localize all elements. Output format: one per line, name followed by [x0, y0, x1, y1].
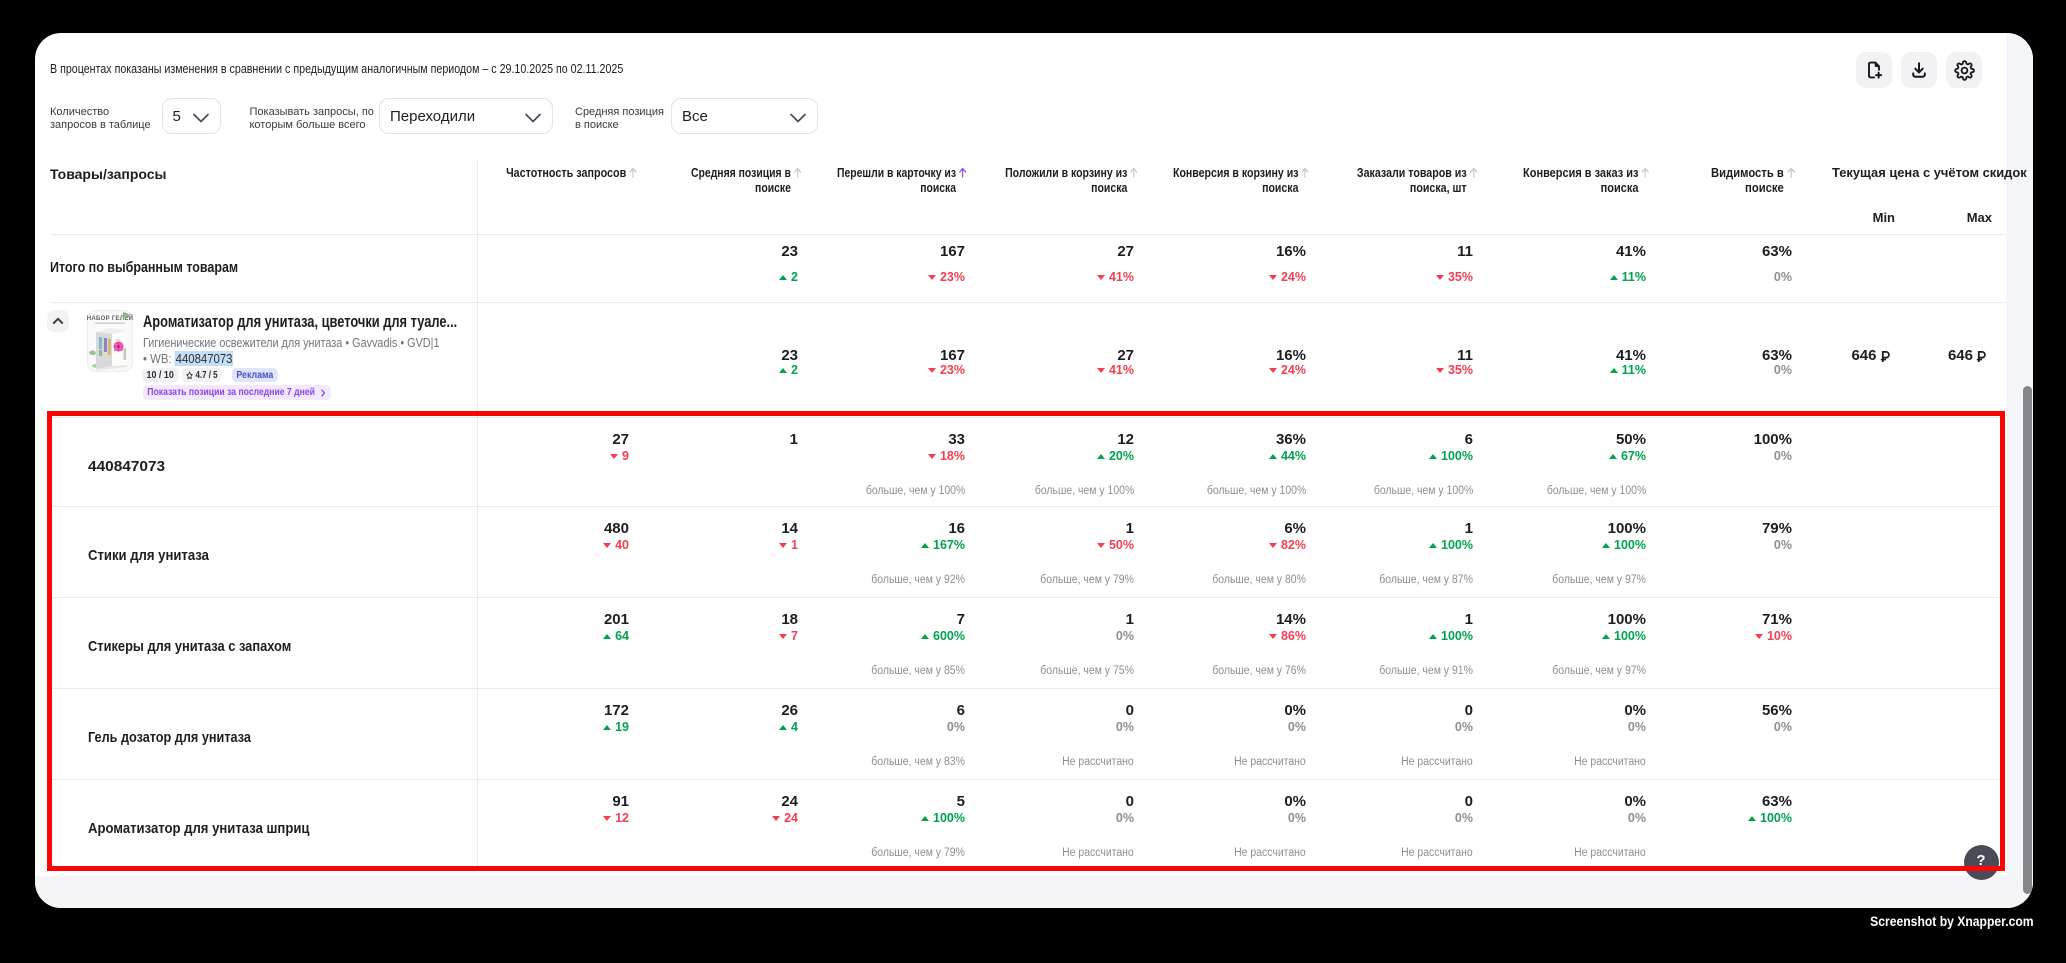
- svg-text:НАБОР ГЕЛЕЙ: НАБОР ГЕЛЕЙ: [87, 314, 133, 322]
- svg-text:гель: гель: [115, 338, 121, 342]
